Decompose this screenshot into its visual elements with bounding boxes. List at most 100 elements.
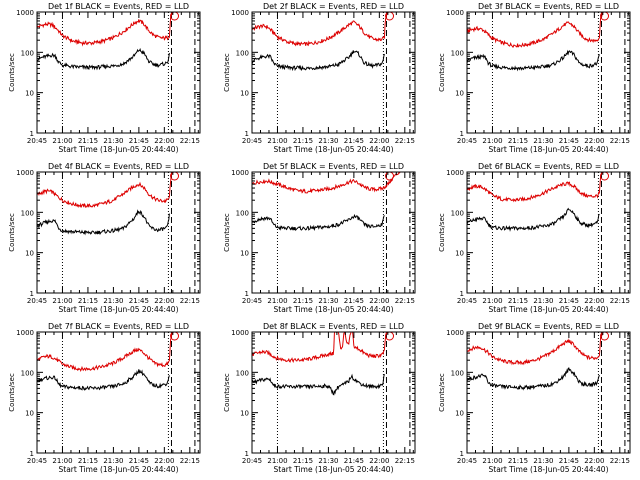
y-tick-label: 10: [455, 250, 464, 258]
y-tick-label: 1000: [231, 9, 249, 17]
panel-title: Det 3f BLACK = Events, RED = LLD: [478, 2, 619, 11]
x-axis-label: Start Time (18-Jun-05 20:44:40): [489, 305, 609, 314]
x-tick-label: 21:45: [559, 457, 579, 465]
x-axis-label: Start Time (18-Jun-05 20:44:40): [59, 305, 179, 314]
x-tick-label: 22:15: [180, 137, 200, 145]
panel-title: Det 6f BLACK = Events, RED = LLD: [478, 162, 619, 171]
series-line-lld: [252, 12, 388, 47]
y-axis-label: Counts/sec: [8, 53, 16, 92]
axes-frame: [36, 171, 201, 294]
y-tick-label: 100: [21, 369, 34, 377]
x-tick-label: 21:30: [318, 457, 338, 465]
y-tick-label: 10: [25, 250, 34, 258]
series-line-lld: [252, 172, 403, 194]
x-tick-label: 20:45: [27, 137, 47, 145]
y-tick-label: 10: [240, 90, 249, 98]
y-tick-label: 1000: [16, 9, 34, 17]
y-tick-label: 10: [455, 90, 464, 98]
x-tick-label: 22:15: [180, 297, 200, 305]
y-tick-label: 1: [460, 290, 464, 298]
y-axis-label: Counts/sec: [438, 53, 446, 92]
y-tick-label: 1000: [231, 169, 249, 177]
axes-frame: [466, 331, 631, 454]
chart-panel-9: Det 9f BLACK = Events, RED = LLD Start Ti…: [438, 322, 631, 474]
series-line-lld: [37, 12, 173, 47]
x-tick-label: 20:45: [242, 137, 262, 145]
x-tick-label: 21:30: [533, 457, 553, 465]
x-tick-label: 22:00: [369, 297, 389, 305]
chart-panel-2: Det 2f BLACK = Events, RED = LLD Start Ti…: [223, 2, 416, 154]
x-tick-label: 21:45: [129, 457, 149, 465]
series-line-lld: [467, 333, 603, 366]
x-tick-label: 20:45: [27, 457, 47, 465]
y-tick-label: 1: [30, 290, 34, 298]
x-tick-label: 21:30: [533, 297, 553, 305]
y-axis-label: Counts/sec: [8, 213, 16, 252]
y-tick-label: 100: [236, 369, 249, 377]
x-tick-label: 21:45: [559, 297, 579, 305]
chart-panel-6: Det 6f BLACK = Events, RED = LLD Start Ti…: [438, 162, 631, 314]
series-line-lld: [467, 172, 603, 203]
axes-frame: [251, 331, 416, 454]
series-line-events: [252, 50, 385, 72]
chart-panel-1: Det 1f BLACK = Events, RED = LLD Start Ti…: [8, 2, 201, 154]
x-axis-label: Start Time (18-Jun-05 20:44:40): [274, 465, 394, 474]
x-tick-label: 21:15: [293, 457, 313, 465]
axes-frame: [251, 11, 416, 134]
y-tick-label: 10: [25, 410, 34, 418]
x-tick-label: 21:30: [103, 137, 123, 145]
x-tick-label: 21:00: [482, 137, 502, 145]
panel-title: Det 7f BLACK = Events, RED = LLD: [48, 322, 189, 331]
x-axis-label: Start Time (18-Jun-05 20:44:40): [274, 145, 394, 154]
x-tick-label: 21:30: [103, 457, 123, 465]
panel-title: Det 4f BLACK = Events, RED = LLD: [48, 162, 189, 171]
x-tick-label: 21:15: [508, 137, 528, 145]
x-tick-label: 20:45: [457, 297, 477, 305]
y-tick-label: 100: [451, 369, 464, 377]
x-tick-label: 21:15: [508, 297, 528, 305]
y-tick-label: 1: [245, 130, 249, 138]
x-tick-label: 22:00: [154, 457, 174, 465]
x-axis-label: Start Time (18-Jun-05 20:44:40): [274, 305, 394, 314]
x-tick-label: 21:15: [78, 137, 98, 145]
x-tick-label: 22:00: [584, 297, 604, 305]
x-tick-label: 21:00: [267, 457, 287, 465]
x-tick-label: 21:15: [293, 297, 313, 305]
chart-panel-4: Det 4f BLACK = Events, RED = LLD Start Ti…: [8, 162, 201, 314]
x-tick-label: 21:15: [78, 457, 98, 465]
x-tick-label: 21:45: [129, 137, 149, 145]
x-tick-label: 21:00: [267, 137, 287, 145]
x-tick-label: 21:30: [533, 137, 553, 145]
x-tick-label: 21:30: [103, 297, 123, 305]
series-line-events: [467, 207, 600, 232]
y-tick-label: 100: [451, 209, 464, 217]
y-tick-label: 1: [245, 290, 249, 298]
y-axis-label: Counts/sec: [223, 53, 231, 92]
x-tick-label: 22:15: [395, 297, 415, 305]
y-tick-label: 100: [451, 49, 464, 57]
series-line-events: [37, 209, 170, 236]
x-tick-label: 21:00: [52, 457, 72, 465]
y-tick-label: 1000: [446, 169, 464, 177]
axes-frame: [466, 11, 631, 134]
panel-title: Det 1f BLACK = Events, RED = LLD: [48, 2, 189, 11]
x-tick-label: 22:15: [610, 457, 630, 465]
axes-frame: [251, 171, 416, 294]
x-axis-label: Start Time (18-Jun-05 20:44:40): [489, 145, 609, 154]
y-tick-label: 100: [236, 49, 249, 57]
panel-title: Det 9f BLACK = Events, RED = LLD: [478, 322, 619, 331]
x-tick-label: 20:45: [27, 297, 47, 305]
series-line-events: [37, 47, 170, 71]
panel-title: Det 5f BLACK = Events, RED = LLD: [263, 162, 404, 171]
x-tick-label: 20:45: [457, 137, 477, 145]
y-tick-label: 10: [240, 410, 249, 418]
x-tick-label: 22:15: [395, 457, 415, 465]
series-line-events: [252, 213, 385, 232]
x-tick-label: 22:00: [369, 457, 389, 465]
x-tick-label: 22:15: [610, 297, 630, 305]
y-tick-label: 1000: [16, 329, 34, 337]
x-tick-label: 22:15: [610, 137, 630, 145]
x-tick-label: 22:00: [584, 137, 604, 145]
x-tick-label: 21:15: [508, 457, 528, 465]
x-axis-label: Start Time (18-Jun-05 20:44:40): [59, 145, 179, 154]
